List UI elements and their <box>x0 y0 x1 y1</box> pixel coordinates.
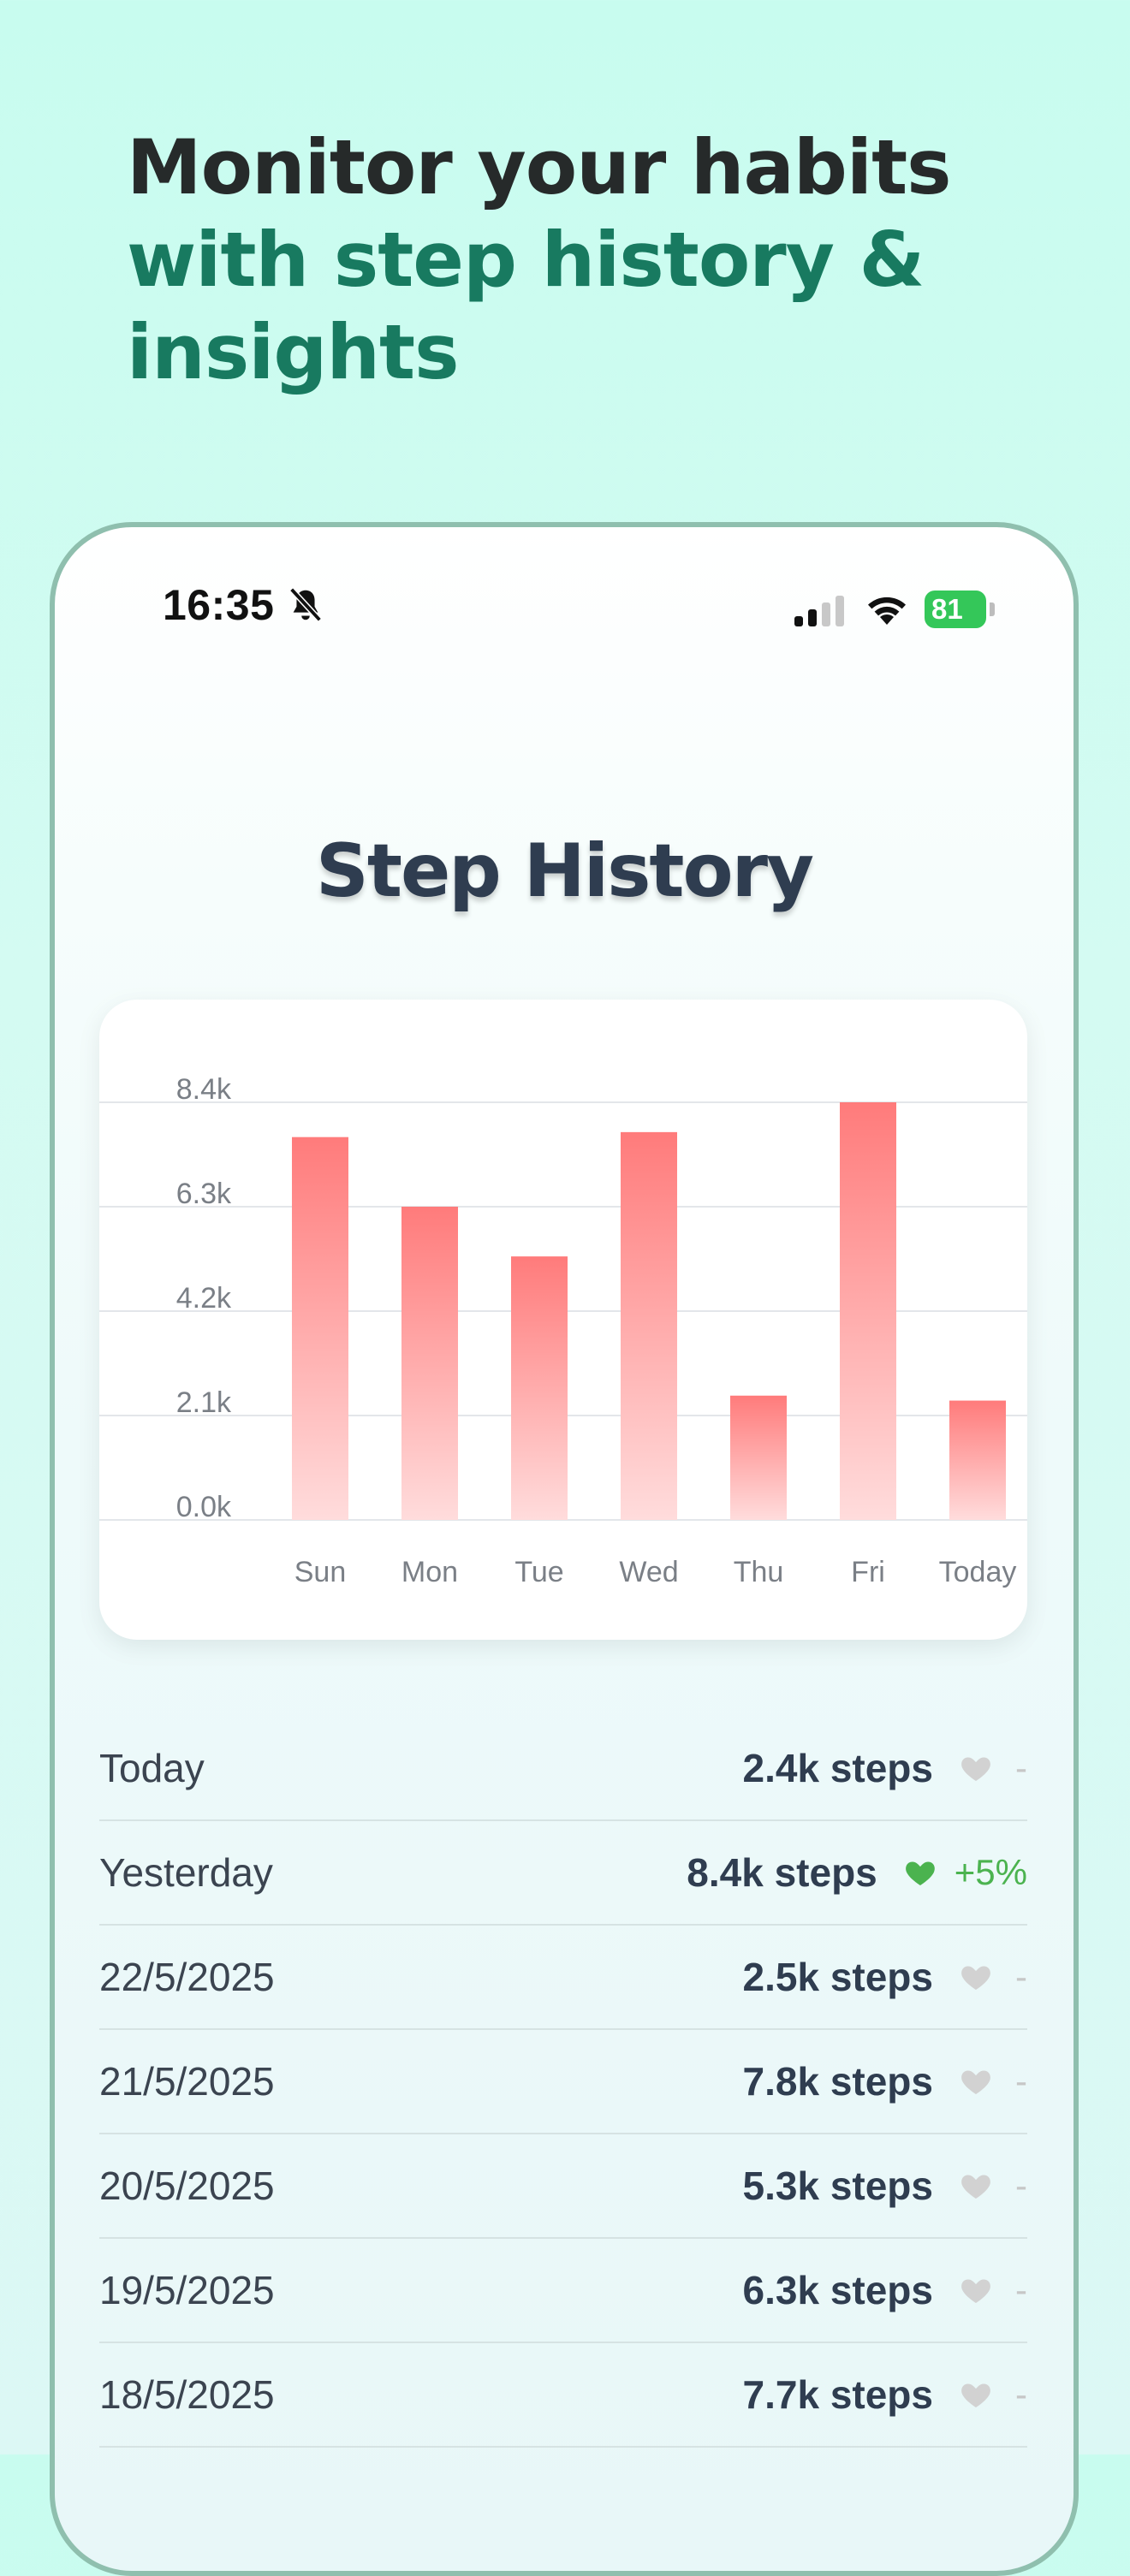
headline-line-1: Monitor your habits <box>127 123 952 211</box>
history-change: - <box>1015 1748 1027 1788</box>
bar-sun[interactable] <box>292 1137 348 1520</box>
history-steps: 6.3k steps <box>742 2268 933 2312</box>
x-tick-label: Sun <box>294 1556 347 1588</box>
bell-muted-icon <box>289 587 322 622</box>
history-row[interactable]: 19/5/2025 6.3k steps - <box>99 2239 1027 2343</box>
bar-today[interactable] <box>949 1400 1006 1520</box>
history-change: +5% <box>954 1852 1027 1892</box>
y-tick-label: 6.3k <box>176 1178 232 1210</box>
history-stats: 2.5k steps - <box>743 1954 1027 2000</box>
history-stats: 2.4k steps - <box>743 1745 1027 1791</box>
heart-icon <box>961 2175 990 2199</box>
headline-line-2: with step history & <box>127 216 925 304</box>
battery-tip <box>990 602 995 616</box>
phone-frame: 16:35 81 Step History 0.0k 2. <box>50 522 1079 2576</box>
history-stats: 7.8k steps - <box>743 2058 1027 2104</box>
heart-icon <box>961 1966 990 1990</box>
history-row[interactable]: 20/5/2025 5.3k steps - <box>99 2134 1027 2239</box>
x-tick-label: Today <box>939 1556 1017 1588</box>
history-steps: 2.5k steps <box>742 1955 933 1999</box>
history-row[interactable]: 21/5/2025 7.8k steps - <box>99 2030 1027 2134</box>
bar-fri[interactable] <box>840 1102 896 1520</box>
history-date: Today <box>99 1746 205 1790</box>
x-tick-label: Wed <box>619 1556 678 1588</box>
marketing-headline: Monitor your habits with step history & … <box>127 122 1068 399</box>
history-change: - <box>1015 1956 1027 1997</box>
history-date: 19/5/2025 <box>99 2268 275 2312</box>
history-steps: 2.4k steps <box>742 1746 933 1790</box>
y-tick-label: 2.1k <box>176 1386 232 1419</box>
step-bar-chart: 0.0k 2.1k 4.2k 6.3k 8.4k Sun Mon Tue Wed Thu Fri To… <box>99 1073 1027 1588</box>
history-date: Yesterday <box>99 1850 273 1895</box>
history-row[interactable]: Yesterday 8.4k steps +5% <box>99 1821 1027 1926</box>
cellular-signal-icon <box>794 596 844 626</box>
bar-thu[interactable] <box>730 1395 787 1520</box>
y-tick-label: 4.2k <box>176 1282 232 1315</box>
x-tick-label: Mon <box>401 1556 458 1588</box>
history-steps: 7.7k steps <box>742 2372 933 2417</box>
battery-level: 81 <box>931 593 963 625</box>
history-stats: 5.3k steps - <box>743 2163 1027 2209</box>
history-row[interactable]: Today 2.4k steps - <box>99 1717 1027 1821</box>
history-change: - <box>1015 2061 1027 2101</box>
bar-mon[interactable] <box>401 1207 458 1520</box>
history-date: 20/5/2025 <box>99 2163 275 2208</box>
history-stats: 7.7k steps - <box>743 2371 1027 2418</box>
heart-icon <box>961 2070 990 2094</box>
heart-icon <box>961 2383 990 2407</box>
screen-title: Step History <box>315 828 814 914</box>
history-stats: 6.3k steps - <box>743 2267 1027 2313</box>
heart-icon <box>961 2279 990 2303</box>
history-row[interactable]: 22/5/2025 2.5k steps - <box>99 1926 1027 2030</box>
heart-icon <box>905 1861 935 1885</box>
battery-indicator: 81 <box>925 591 986 628</box>
bar-wed[interactable] <box>621 1131 677 1520</box>
history-change: - <box>1015 2270 1027 2310</box>
history-date: 18/5/2025 <box>99 2372 275 2417</box>
x-tick-label: Tue <box>514 1556 563 1588</box>
step-chart-card: 0.0k 2.1k 4.2k 6.3k 8.4k Sun Mon Tue Wed Thu Fri To… <box>99 1000 1027 1640</box>
history-list: Today 2.4k steps - Yesterday 8.4k steps +5% 22… <box>99 1717 1027 2448</box>
history-steps: 7.8k steps <box>742 2059 933 2104</box>
heart-icon <box>961 1757 990 1781</box>
history-change: - <box>1015 2374 1027 2414</box>
bar-tue[interactable] <box>511 1256 568 1520</box>
history-steps: 5.3k steps <box>742 2163 933 2208</box>
wifi-icon <box>868 597 906 625</box>
history-date: 22/5/2025 <box>99 1955 275 1999</box>
history-stats: 8.4k steps +5% <box>687 1849 1027 1896</box>
status-time: 16:35 <box>163 581 275 629</box>
y-tick-label: 8.4k <box>176 1073 232 1106</box>
history-row[interactable]: 18/5/2025 7.7k steps - <box>99 2343 1027 2448</box>
y-tick-label: 0.0k <box>176 1491 232 1523</box>
history-steps: 8.4k steps <box>687 1850 877 1895</box>
history-change: - <box>1015 2165 1027 2205</box>
history-date: 21/5/2025 <box>99 2059 275 2104</box>
x-tick-label: Fri <box>851 1556 885 1588</box>
headline-line-3: insights <box>127 308 459 396</box>
x-tick-label: Thu <box>734 1556 784 1588</box>
